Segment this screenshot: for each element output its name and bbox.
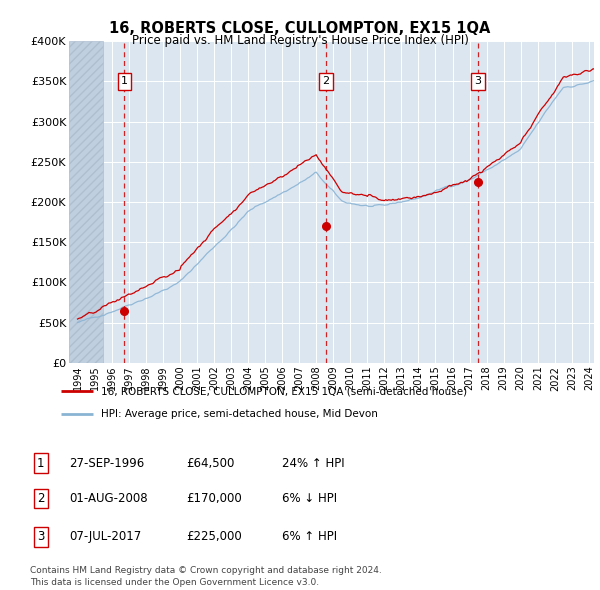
Text: 01-AUG-2008: 01-AUG-2008 (69, 492, 148, 505)
Text: £64,500: £64,500 (186, 457, 235, 470)
Text: 2: 2 (323, 77, 329, 87)
Text: Price paid vs. HM Land Registry's House Price Index (HPI): Price paid vs. HM Land Registry's House … (131, 34, 469, 47)
Text: £225,000: £225,000 (186, 530, 242, 543)
Text: 3: 3 (475, 77, 482, 87)
Bar (69, 41, 103, 363)
Text: 2: 2 (37, 492, 44, 505)
Text: 1: 1 (37, 457, 44, 470)
Text: 6% ↓ HPI: 6% ↓ HPI (282, 492, 337, 505)
Text: 6% ↑ HPI: 6% ↑ HPI (282, 530, 337, 543)
Text: Contains HM Land Registry data © Crown copyright and database right 2024.
This d: Contains HM Land Registry data © Crown c… (30, 566, 382, 587)
Text: 16, ROBERTS CLOSE, CULLOMPTON, EX15 1QA: 16, ROBERTS CLOSE, CULLOMPTON, EX15 1QA (109, 21, 491, 35)
Text: HPI: Average price, semi-detached house, Mid Devon: HPI: Average price, semi-detached house,… (101, 409, 377, 419)
Text: 1: 1 (121, 77, 128, 87)
Text: 24% ↑ HPI: 24% ↑ HPI (282, 457, 344, 470)
Text: £170,000: £170,000 (186, 492, 242, 505)
Text: 27-SEP-1996: 27-SEP-1996 (69, 457, 144, 470)
Text: 16, ROBERTS CLOSE, CULLOMPTON, EX15 1QA (semi-detached house): 16, ROBERTS CLOSE, CULLOMPTON, EX15 1QA … (101, 386, 467, 396)
Text: 07-JUL-2017: 07-JUL-2017 (69, 530, 141, 543)
Text: 3: 3 (37, 530, 44, 543)
